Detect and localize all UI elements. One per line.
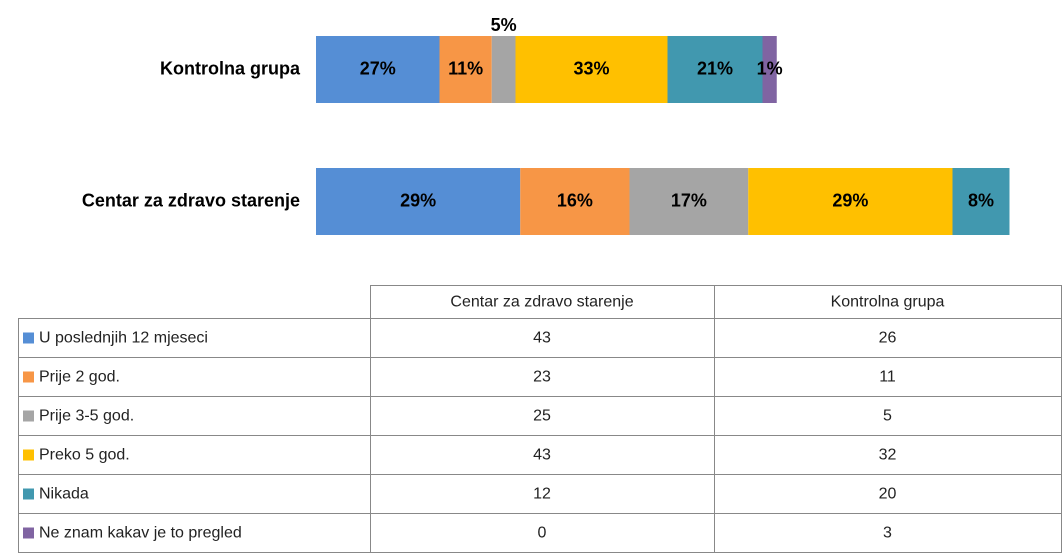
table-value: 0	[538, 525, 547, 542]
data-label: 29%	[832, 190, 868, 210]
bar-segment	[629, 168, 749, 235]
category-label: Centar za zdravo starenje	[82, 190, 300, 210]
table-header: Kontrolna grupa	[831, 294, 945, 311]
data-label: 11%	[448, 58, 483, 78]
legend-label: Ne znam kakav je to pregled	[39, 525, 242, 542]
table-value: 26	[879, 330, 897, 347]
legend-label: Preko 5 god.	[39, 447, 130, 464]
legend-swatch	[23, 488, 34, 500]
bar-segment	[520, 168, 630, 235]
table-value: 20	[879, 486, 897, 503]
data-label: 27%	[360, 58, 396, 78]
legend-swatch	[23, 410, 34, 422]
bar-segment	[491, 36, 516, 103]
legend-label: Prije 2 god.	[39, 369, 120, 386]
data-label: 16%	[557, 190, 593, 210]
table-value: 32	[879, 447, 897, 464]
table-value: 43	[533, 447, 551, 464]
legend-swatch	[23, 371, 34, 383]
bar-segment	[316, 168, 521, 235]
legend-swatch	[23, 332, 34, 344]
table-value: 11	[879, 369, 896, 386]
legend-swatch	[23, 527, 34, 539]
bar-segment	[762, 36, 777, 103]
table-value: 23	[533, 369, 551, 386]
data-label: 5%	[491, 15, 517, 35]
table-value: 5	[883, 408, 892, 425]
data-label: 29%	[400, 190, 436, 210]
bar-segment	[515, 36, 668, 103]
legend-label: Prije 3-5 god.	[39, 408, 134, 425]
bar-segment	[952, 168, 1010, 235]
data-label: 33%	[573, 58, 609, 78]
data-label: 1%	[757, 58, 783, 78]
legend-label: Nikada	[39, 486, 89, 503]
table-value: 25	[533, 408, 551, 425]
legend-swatch	[23, 449, 34, 461]
table-value: 3	[883, 525, 892, 542]
table-header: Centar za zdravo starenje	[450, 294, 633, 311]
category-label: Kontrolna grupa	[160, 58, 301, 78]
bar-segment	[316, 36, 440, 103]
legend-label: U poslednjih 12 mjeseci	[39, 330, 208, 347]
bar-segment	[748, 168, 953, 235]
bar-segment	[439, 36, 492, 103]
bar-segment	[667, 36, 763, 103]
table-value: 12	[533, 486, 551, 503]
data-label: 21%	[697, 58, 733, 78]
data-label: 17%	[671, 190, 707, 210]
table-value: 43	[533, 330, 551, 347]
data-label: 8%	[968, 190, 994, 210]
